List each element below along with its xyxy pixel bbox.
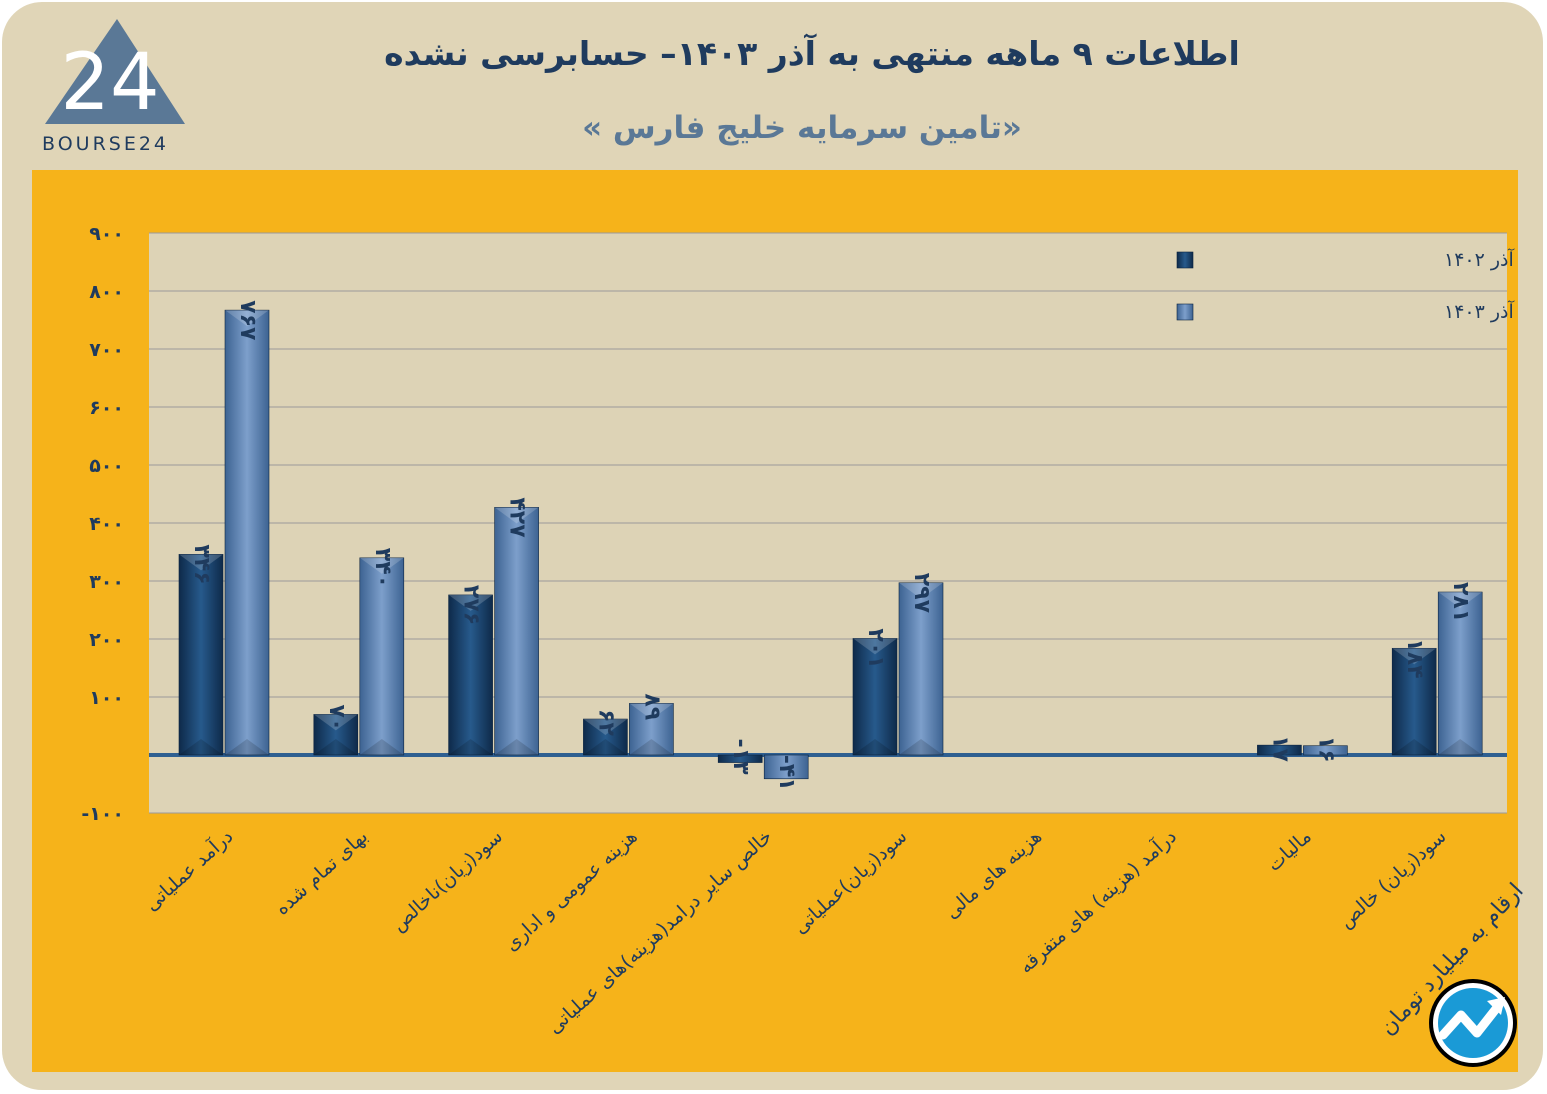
x-tick-label: مالیات <box>1263 825 1316 876</box>
bar-shadow <box>313 739 358 755</box>
data-label: ۱۸۴ <box>1402 638 1427 678</box>
bar-highlight <box>629 703 674 720</box>
bar-series-1 <box>313 714 359 756</box>
bar-series-1 <box>1257 744 1302 756</box>
bar-shadow <box>448 739 493 755</box>
data-label: ۴۲۷ <box>505 497 530 538</box>
bar-highlight <box>448 594 493 611</box>
legend-label-2: عملکرد منتهی به آذر ۱۴۰۳ <box>1444 299 1518 323</box>
bar-highlight <box>179 554 223 571</box>
data-label: ۷۶۷ <box>235 300 260 341</box>
y-tick-label: ۶۰۰ <box>89 397 124 419</box>
bar-highlight <box>313 714 358 731</box>
y-tick-label: ۱۰۰ <box>89 687 124 709</box>
bar-shadow <box>899 739 943 755</box>
bar-series-2 <box>1437 591 1483 756</box>
data-label: ۲۰۱ <box>863 628 888 668</box>
bar-highlight <box>494 507 539 524</box>
legend-label-1: عملکرد منتهی به آذر ۱۴۰۲ <box>1444 247 1518 271</box>
trend-arrow-icon <box>1429 979 1517 1067</box>
data-label: ۶۲ <box>593 709 618 736</box>
bar-highlight <box>583 719 628 736</box>
bar-chart: -۱۰۰ ۱۰۰ ۲۰۰ ۳۰۰ ۴۰۰ ۵۰۰ ۶۰۰ ۷۰۰ ۸۰۰ ۹۰۰ ۳۴۶ ۷۶۷ ۷۰… <box>81 223 1518 1038</box>
bourse24-logo-icon: 24 <box>45 19 185 128</box>
bar-series-2 <box>763 754 809 780</box>
data-label: ۲۹۷ <box>909 573 934 614</box>
y-tick-label: -۱۰۰ <box>81 803 124 825</box>
bar-series-2 <box>898 582 944 756</box>
x-tick-label: سود(زیان) خالص <box>1335 825 1451 932</box>
bar-series-2 <box>359 557 405 756</box>
x-tick-label: سود(زیان)عملیاتی <box>789 825 911 938</box>
bar-series-1 <box>448 594 493 756</box>
y-tick-label: ۸۰۰ <box>89 281 124 303</box>
bar-series-1 <box>583 718 628 756</box>
bar-shadow <box>583 739 628 755</box>
bar-highlight <box>899 582 943 599</box>
page-subtitle: «تامین سرمایه خلیج فارس » <box>582 110 1022 146</box>
data-label: ۲۷۶ <box>459 585 484 625</box>
bar-shadow <box>225 739 269 755</box>
bar-shadow <box>359 739 404 755</box>
x-tick-label: درآمد عملیاتی <box>139 824 237 916</box>
bar-series-1 <box>717 754 763 763</box>
data-label: ۱۶ <box>1313 736 1338 763</box>
bar-series-2 <box>494 507 539 756</box>
y-tick-label: ۲۰۰ <box>89 629 124 651</box>
bar-highlight <box>225 310 269 327</box>
y-tick-label: ۴۰۰ <box>89 513 124 535</box>
bar-series-2 <box>224 309 270 756</box>
y-tick-label: ۷۰۰ <box>89 339 124 361</box>
bar-highlight <box>1438 592 1483 609</box>
svg-text:24: 24 <box>60 38 159 128</box>
bar-shadow <box>494 739 539 755</box>
x-tick-label: خالص سایر درامد(هزینه)های عملیاتی <box>544 825 777 1038</box>
x-tick-label: سود(زیان)ناخالص <box>388 825 507 936</box>
y-tick-label: ۵۰۰ <box>89 455 124 477</box>
data-label: ۸۹ <box>639 693 664 720</box>
data-label: ۳۴۰ <box>370 548 395 588</box>
bar-highlight <box>359 557 404 574</box>
legend-swatch-2 <box>1176 303 1194 321</box>
bar-series-1 <box>1391 647 1437 756</box>
data-label: ۷۰ <box>324 704 349 731</box>
chart-panel: -۱۰۰ ۱۰۰ ۲۰۰ ۳۰۰ ۴۰۰ ۵۰۰ ۶۰۰ ۷۰۰ ۸۰۰ ۹۰۰ ۳۴۶ ۷۶۷ ۷۰… <box>32 170 1518 1072</box>
bar-series-2 <box>629 703 674 756</box>
bar-series-1 <box>852 638 898 756</box>
data-label: ۳۴۶ <box>189 544 214 584</box>
bar-shadow <box>179 739 223 755</box>
x-tick-label: هزینه عمومی و اداری <box>501 825 642 955</box>
bar-highlight <box>853 638 897 655</box>
bar-shadow <box>1438 739 1483 755</box>
data-label: -۱۳ <box>728 739 753 776</box>
data-label: ۲۸۱ <box>1448 582 1473 622</box>
x-tick-label: هزینه های مالی <box>941 825 1046 923</box>
legend-swatch-1 <box>1176 251 1194 269</box>
y-tick-label: ۹۰۰ <box>89 223 124 245</box>
bar-series-1 <box>178 554 224 756</box>
bar-shadow <box>629 739 674 755</box>
logo-text: BOURSE24 <box>42 133 170 155</box>
y-tick-label: ۳۰۰ <box>89 571 124 593</box>
x-tick-label: بهای تمام شده <box>271 825 372 919</box>
bar-shadow <box>853 739 897 755</box>
bar-highlight <box>1392 648 1437 665</box>
bar-shadow <box>1392 739 1437 755</box>
data-label: ۱۷ <box>1267 735 1292 762</box>
page-title: اطلاعات ۹ ماهه منتهی به آذر ۱۴۰۳– حسابرس… <box>384 34 1240 73</box>
data-label: -۴۱ <box>774 755 799 791</box>
bar-series-2 <box>1303 745 1348 756</box>
